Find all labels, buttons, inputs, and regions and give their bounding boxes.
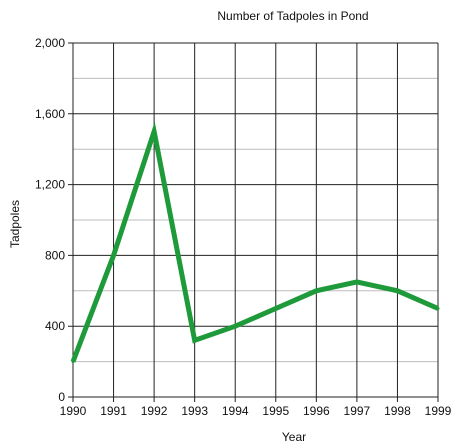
data-point xyxy=(193,338,197,342)
x-tick-label: 1996 xyxy=(303,404,330,418)
data-point xyxy=(152,130,156,133)
x-tick-label: 1998 xyxy=(384,404,411,418)
x-tick-label: 1995 xyxy=(262,404,289,418)
y-tick-label: 800 xyxy=(45,248,65,262)
chart-title: Number of Tadpoles in Pond xyxy=(217,9,369,23)
y-tick-label: 0 xyxy=(58,390,65,404)
y-tick-label: 2,000 xyxy=(35,36,65,50)
data-point xyxy=(71,360,75,364)
x-tick-label: 1991 xyxy=(100,404,127,418)
data-point xyxy=(314,289,318,293)
x-tick-label: 1990 xyxy=(60,404,87,418)
data-point xyxy=(233,324,237,328)
x-tick-labels: 1990 1991 1992 1993 1994 1995 1996 1997 1998 1999 xyxy=(60,404,452,418)
x-tick-label: 1999 xyxy=(425,404,452,418)
minor-gridlines xyxy=(73,77,438,363)
series-line xyxy=(70,121,440,363)
data-point xyxy=(112,253,116,257)
x-axis-label: Year xyxy=(282,430,306,444)
x-tick-label: 1993 xyxy=(181,404,208,418)
x-tick-label: 1997 xyxy=(344,404,371,418)
series-layer xyxy=(70,121,440,364)
data-point xyxy=(355,280,359,284)
y-tick-labels: 0 400 800 1,200 1,600 2,000 xyxy=(35,36,65,404)
y-tick-label: 1,200 xyxy=(35,178,65,192)
x-tick-label: 1994 xyxy=(222,404,249,418)
data-point xyxy=(395,289,399,293)
x-tick-label: 1992 xyxy=(141,404,168,418)
data-point xyxy=(436,307,440,310)
y-tick-label: 400 xyxy=(45,319,65,333)
y-axis-label: Tadpoles xyxy=(8,200,22,248)
data-point xyxy=(274,307,278,310)
y-tick-label: 1,600 xyxy=(35,107,65,121)
